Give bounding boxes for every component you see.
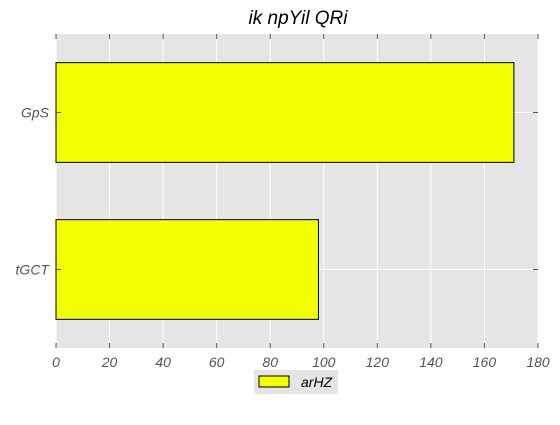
legend-swatch-arHZ (258, 375, 290, 388)
x-tick-label: 0 (52, 354, 60, 370)
x-tick-label: 140 (419, 354, 443, 370)
bars (55, 62, 515, 320)
y-axis-ticks: tGCT GpS (16, 105, 538, 278)
x-tick-label: 100 (312, 354, 336, 370)
x-tick-label: 160 (473, 354, 497, 370)
x-tick-label: 80 (262, 354, 278, 370)
x-tick-label: 180 (526, 354, 550, 370)
bar-GpS (55, 62, 515, 163)
bar-tGCT (55, 219, 319, 320)
chart-title: ik npYil QRi (249, 8, 349, 29)
x-tick-label: 120 (366, 354, 390, 370)
legend-label-arHZ: arHZ (301, 374, 333, 390)
x-tick-label: 60 (209, 354, 225, 370)
y-tick-label: GpS (21, 105, 50, 121)
legend: arHZ (254, 370, 338, 394)
x-axis-ticks: 0 20 40 60 80 100 120 140 160 180 (52, 34, 550, 370)
x-tick-label: 20 (101, 354, 118, 370)
y-tick-label: tGCT (16, 262, 51, 278)
x-tick-label: 40 (155, 354, 171, 370)
